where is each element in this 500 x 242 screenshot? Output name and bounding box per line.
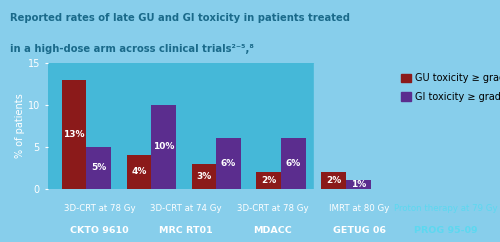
Text: PROG 95-09: PROG 95-09: [414, 226, 478, 235]
Text: Proton therapy at 79 Gy: Proton therapy at 79 Gy: [394, 204, 498, 213]
Text: 2%: 2%: [261, 176, 276, 185]
Y-axis label: % of patients: % of patients: [14, 93, 24, 158]
Legend: GU toxicity ≥ grade 3, GI toxicity ≥ grade 3: GU toxicity ≥ grade 3, GI toxicity ≥ gra…: [398, 70, 500, 105]
Bar: [86, 147, 111, 189]
Text: in a high-dose arm across clinical trials²⁻⁵,⁸: in a high-dose arm across clinical trial…: [10, 44, 254, 54]
Text: 3D-CRT at 74 Gy: 3D-CRT at 74 Gy: [150, 204, 222, 213]
Text: 2%: 2%: [326, 176, 342, 185]
Text: CKTO 9610: CKTO 9610: [70, 226, 128, 235]
Text: 3D-CRT at 78 Gy: 3D-CRT at 78 Gy: [64, 204, 135, 213]
Text: 1%: 1%: [351, 180, 366, 189]
Bar: [126, 155, 152, 189]
Bar: [216, 138, 241, 189]
Bar: [322, 172, 346, 189]
Text: 3%: 3%: [196, 172, 212, 181]
Text: GETUG 06: GETUG 06: [332, 226, 386, 235]
Text: 13%: 13%: [64, 130, 85, 139]
Text: 5%: 5%: [91, 163, 106, 172]
Bar: [314, 63, 411, 189]
Bar: [281, 138, 306, 189]
Text: 3D-CRT at 78 Gy: 3D-CRT at 78 Gy: [236, 204, 308, 213]
Bar: [346, 180, 370, 189]
Text: MRC RT01: MRC RT01: [159, 226, 213, 235]
Bar: [152, 105, 176, 189]
Text: IMRT at 80 Gy: IMRT at 80 Gy: [329, 204, 389, 213]
Text: MDACC: MDACC: [253, 226, 292, 235]
Bar: [346, 180, 370, 189]
Bar: [192, 164, 216, 189]
Bar: [256, 172, 281, 189]
Text: 6%: 6%: [221, 159, 236, 168]
Bar: [62, 80, 86, 189]
Text: 10%: 10%: [153, 142, 174, 151]
Text: 6%: 6%: [286, 159, 301, 168]
Text: Reported rates of late GU and GI toxicity in patients treated: Reported rates of late GU and GI toxicit…: [10, 13, 350, 23]
Text: 4%: 4%: [132, 167, 146, 176]
Bar: [322, 172, 346, 189]
